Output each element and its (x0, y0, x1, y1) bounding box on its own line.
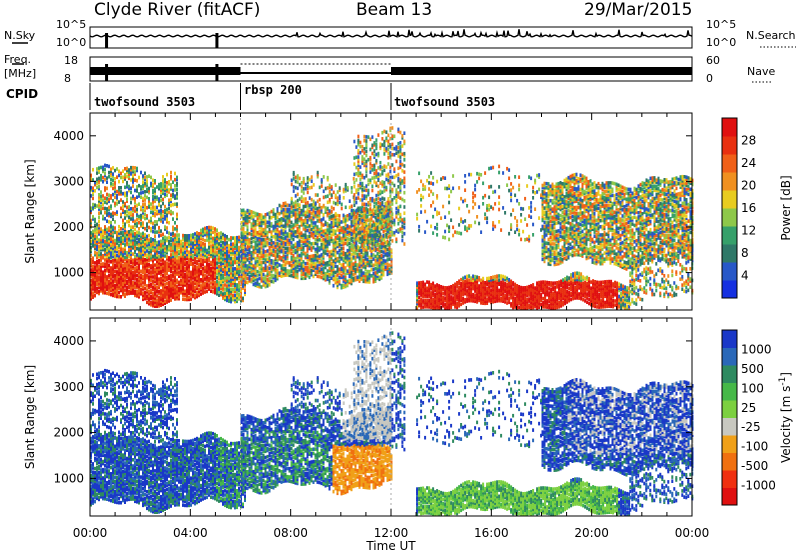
colorbar-tick-label: -500 (741, 459, 768, 473)
x-tick-label: 12:00 (374, 526, 409, 540)
colorbar-segment (722, 280, 737, 299)
colorbar-label: Power [dB] (779, 175, 793, 240)
colorbar-frame (721, 329, 738, 506)
colorbar-segment (722, 382, 737, 401)
y-axis-label: Slant Range [km] (23, 159, 37, 263)
freq-gap-marker-2 (215, 64, 219, 81)
cpid-mode-3: twofsound 3503 (394, 95, 496, 109)
nsearch-tick-bottom: 10^0 (706, 36, 737, 49)
colorbar-tick-label: 1000 (741, 342, 772, 356)
colorbar-segment (722, 347, 737, 366)
colorbar-segment (722, 400, 737, 418)
colorbar-tick-label: 12 (741, 224, 756, 238)
colorbar-segment (722, 365, 737, 383)
y-tick-label: 2000 (53, 426, 84, 440)
nave-label: Nave (747, 65, 776, 78)
cpid-mode-2: rbsp 200 (244, 83, 302, 97)
colorbar-segment (722, 452, 737, 471)
freq-label: Freq. (4, 53, 32, 66)
colorbar-segment (722, 154, 737, 173)
colorbar-segment (722, 470, 737, 488)
colorbar-segment (722, 172, 737, 191)
nsky-gap-marker-2 (215, 33, 219, 48)
colorbar-segment (722, 417, 737, 436)
colorbar-segment (722, 435, 737, 453)
colorbar-tick-label: 100 (741, 381, 764, 395)
colorbar-tick-label: -1000 (741, 479, 776, 493)
y-tick-label: 4000 (53, 129, 84, 143)
y-tick-label: 2000 (53, 220, 84, 234)
nsky-tick-top: 10^5 (56, 18, 87, 31)
nsearch-label: N.Search (746, 29, 796, 42)
freq-band-2 (240, 72, 391, 74)
station-title: Clyde River (fitACF) (94, 0, 261, 20)
y-tick-label: 3000 (53, 174, 84, 188)
colorbar-tick-label: -100 (741, 440, 768, 454)
colorbar-segment (722, 330, 737, 348)
colorbar-tick-label: 500 (741, 362, 764, 376)
cpid-label: CPID (6, 87, 39, 101)
colorbar-segment (722, 136, 737, 155)
colorbar-frame (721, 117, 738, 299)
nsky-label: N.Sky (4, 29, 36, 42)
nave-tick-top: 60 (706, 54, 720, 67)
colorbar-tick-label: 4 (741, 269, 749, 283)
colorbar-segment (722, 487, 737, 506)
nsky-panel-frame (89, 26, 693, 49)
colorbar-tick-label: 16 (741, 201, 756, 215)
power-echoes (90, 126, 694, 311)
colorbar-segment (722, 262, 737, 281)
beam-title: Beam 13 (356, 0, 433, 20)
x-tick-label: 00:00 (675, 526, 710, 540)
y-tick-label: 4000 (53, 334, 84, 348)
freq-band-1 (90, 67, 241, 75)
y-axis-label: Slant Range [km] (23, 365, 37, 469)
x-tick-label: 16:00 (474, 526, 509, 540)
colorbar-tick-label: 20 (741, 179, 756, 193)
nsky-gap-marker-1 (105, 33, 109, 48)
nsky-trace (89, 29, 693, 38)
colorbar-tick-label: 8 (741, 246, 749, 260)
nsky-tick-bottom: 10^0 (56, 36, 87, 49)
date-title: 29/Mar/2015 (584, 0, 693, 20)
colorbar-segment (722, 226, 737, 245)
x-tick-label: 08:00 (273, 526, 308, 540)
nsearch-tick-top: 10^5 (706, 18, 737, 31)
freq-tick-top: 18 (64, 54, 78, 67)
colorbar-segment (722, 244, 737, 263)
x-axis-label: Time UT (365, 539, 416, 553)
colorbar-tick-label: 25 (741, 401, 756, 415)
colorbar-segment (722, 118, 737, 137)
colorbar-segment (722, 190, 737, 209)
colorbar-tick-label: -25 (741, 420, 761, 434)
x-tick-label: 04:00 (173, 526, 208, 540)
y-tick-label: 3000 (53, 380, 84, 394)
x-tick-label: 00:00 (73, 526, 108, 540)
freq-tick-bottom: 8 (64, 72, 71, 85)
colorbar-tick-label: 24 (741, 156, 756, 170)
velocity-echoes (90, 331, 694, 517)
colorbar-segment (722, 208, 737, 227)
y-tick-label: 1000 (53, 266, 84, 280)
x-tick-label: 20:00 (574, 526, 609, 540)
colorbar-tick-label: 28 (741, 134, 756, 148)
y-tick-label: 1000 (53, 471, 84, 485)
cpid-mode-1: twofsound 3503 (94, 95, 196, 109)
nave-tick-bottom: 0 (706, 72, 713, 85)
freq-unit-label: [MHz] (4, 67, 37, 80)
freq-gap-marker-1 (105, 64, 109, 81)
freq-band-3 (391, 67, 692, 75)
colorbar-label: Velocity [m s-1] (778, 372, 793, 463)
